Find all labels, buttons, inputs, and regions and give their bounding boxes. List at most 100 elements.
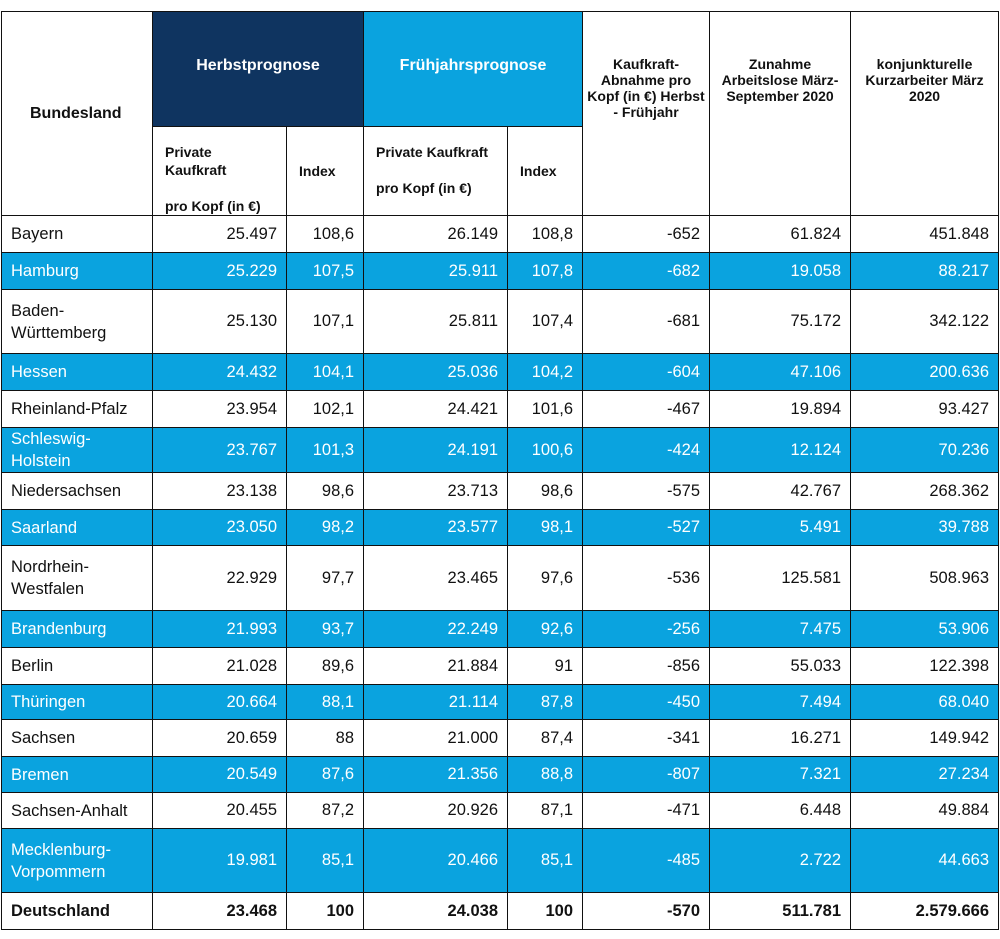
cell-bundesland: Mecklenburg-Vorpommern xyxy=(1,828,153,893)
cell-bundesland: Baden-Württemberg xyxy=(1,289,153,354)
cell-kurzarbeiter: 53.906 xyxy=(850,610,1000,648)
subheader-index-fruehjahr: Index xyxy=(507,126,584,216)
cell-kurzarbeiter: 508.963 xyxy=(850,545,1000,611)
cell-kaufkraft-abnahme: -256 xyxy=(582,610,711,648)
cell-bundesland: Schleswig-Holstein xyxy=(1,427,153,473)
cell-kaufkraft-abnahme: -536 xyxy=(582,545,711,611)
table-row: Hessen 24.432 104,1 25.036 104,2 -604 47… xyxy=(1,353,1000,391)
cell-kaufkraft-fruehjahr: 23.713 xyxy=(363,472,509,510)
header-bundesland: Bundesland xyxy=(1,11,153,216)
cell-bundesland: Niedersachsen xyxy=(1,472,153,510)
cell-bundesland: Deutschland xyxy=(1,892,153,930)
cell-index-fruehjahr: 97,6 xyxy=(507,545,584,611)
cell-arbeitslose: 7.475 xyxy=(709,610,852,648)
cell-arbeitslose: 7.494 xyxy=(709,684,852,720)
cell-bundesland: Sachsen xyxy=(1,719,153,757)
cell-kurzarbeiter: 70.236 xyxy=(850,427,1000,473)
cell-index-fruehjahr: 107,4 xyxy=(507,289,584,354)
cell-kaufkraft-herbst: 20.664 xyxy=(152,684,287,720)
table-row: Rheinland-Pfalz 23.954 102,1 24.421 101,… xyxy=(1,390,1000,428)
cell-arbeitslose: 7.321 xyxy=(709,756,852,793)
cell-index-fruehjahr: 85,1 xyxy=(507,828,584,893)
cell-arbeitslose: 19.058 xyxy=(709,252,852,290)
cell-index-herbst: 88 xyxy=(285,719,365,757)
cell-kaufkraft-abnahme: -856 xyxy=(582,647,711,685)
header-herbstprognose: Herbstprognose xyxy=(151,11,365,127)
cell-index-herbst: 85,1 xyxy=(285,828,365,893)
cell-index-herbst: 97,7 xyxy=(285,545,365,611)
cell-kaufkraft-herbst: 19.981 xyxy=(152,828,287,893)
cell-index-herbst: 100 xyxy=(285,892,365,930)
table-row: Baden-Württemberg 25.130 107,1 25.811 10… xyxy=(1,289,1000,354)
cell-kurzarbeiter: 149.942 xyxy=(850,719,1000,757)
cell-kurzarbeiter: 268.362 xyxy=(850,472,1000,510)
header-kurzarbeiter: konjunkturelle Kurzarbeiter März 2020 xyxy=(850,11,1000,216)
cell-index-herbst: 88,1 xyxy=(285,684,365,720)
cell-kaufkraft-fruehjahr: 23.577 xyxy=(363,509,509,546)
header-kaufkraft-abnahme: Kaufkraft-Abnahme pro Kopf (in €) Herbst… xyxy=(582,11,711,216)
cell-index-herbst: 107,5 xyxy=(285,252,365,290)
cell-kaufkraft-herbst: 22.929 xyxy=(152,545,287,611)
cell-index-herbst: 98,2 xyxy=(285,509,365,546)
cell-kaufkraft-fruehjahr: 24.038 xyxy=(363,892,509,930)
cell-index-herbst: 101,3 xyxy=(285,427,365,473)
cell-kurzarbeiter: 49.884 xyxy=(850,792,1000,829)
cell-bundesland: Hamburg xyxy=(1,252,153,290)
cell-index-herbst: 89,6 xyxy=(285,647,365,685)
cell-index-fruehjahr: 100 xyxy=(507,892,584,930)
cell-bundesland: Hessen xyxy=(1,353,153,391)
cell-kaufkraft-herbst: 20.659 xyxy=(152,719,287,757)
cell-arbeitslose: 61.824 xyxy=(709,215,852,253)
header-zunahme-arbeitslose: Zunahme Arbeitslose März-September 2020 xyxy=(709,11,852,216)
cell-kaufkraft-fruehjahr: 24.191 xyxy=(363,427,509,473)
cell-arbeitslose: 75.172 xyxy=(709,289,852,354)
cell-kurzarbeiter: 88.217 xyxy=(850,252,1000,290)
subheader-kaufkraft-herbst: Private Kaufkraft pro Kopf (in €) xyxy=(152,126,287,216)
cell-kaufkraft-abnahme: -471 xyxy=(582,792,711,829)
cell-kaufkraft-fruehjahr: 25.036 xyxy=(363,353,509,391)
table-row: Berlin 21.028 89,6 21.884 91 -856 55.033… xyxy=(1,647,1000,685)
cell-kurzarbeiter: 44.663 xyxy=(850,828,1000,893)
cell-index-herbst: 87,2 xyxy=(285,792,365,829)
cell-index-herbst: 104,1 xyxy=(285,353,365,391)
cell-kaufkraft-herbst: 25.229 xyxy=(152,252,287,290)
cell-index-fruehjahr: 92,6 xyxy=(507,610,584,648)
table-row: Bayern 25.497 108,6 26.149 108,8 -652 61… xyxy=(1,215,1000,253)
cell-kaufkraft-fruehjahr: 20.926 xyxy=(363,792,509,829)
cell-kaufkraft-abnahme: -341 xyxy=(582,719,711,757)
cell-kaufkraft-fruehjahr: 26.149 xyxy=(363,215,509,253)
total-row: Deutschland 23.468 100 24.038 100 -570 5… xyxy=(1,892,1000,930)
table-row: Sachsen 20.659 88 21.000 87,4 -341 16.27… xyxy=(1,719,1000,757)
cell-kaufkraft-herbst: 23.767 xyxy=(152,427,287,473)
cell-arbeitslose: 16.271 xyxy=(709,719,852,757)
cell-kaufkraft-herbst: 20.455 xyxy=(152,792,287,829)
subheader-kaufkraft-fruehjahr: Private Kaufkraft pro Kopf (in €) xyxy=(363,126,509,216)
cell-kaufkraft-fruehjahr: 25.811 xyxy=(363,289,509,354)
cell-kaufkraft-herbst: 21.993 xyxy=(152,610,287,648)
cell-kaufkraft-fruehjahr: 20.466 xyxy=(363,828,509,893)
cell-kaufkraft-abnahme: -682 xyxy=(582,252,711,290)
table-row: Bremen 20.549 87,6 21.356 88,8 -807 7.32… xyxy=(1,756,1000,793)
cell-arbeitslose: 12.124 xyxy=(709,427,852,473)
cell-index-fruehjahr: 108,8 xyxy=(507,215,584,253)
cell-index-fruehjahr: 91 xyxy=(507,647,584,685)
table-row: Nordrhein-Westfalen 22.929 97,7 23.465 9… xyxy=(1,545,1000,611)
table-row: Mecklenburg-Vorpommern 19.981 85,1 20.46… xyxy=(1,828,1000,893)
cell-bundesland: Nordrhein-Westfalen xyxy=(1,545,153,611)
cell-kurzarbeiter: 68.040 xyxy=(850,684,1000,720)
cell-kaufkraft-abnahme: -467 xyxy=(582,390,711,428)
cell-index-fruehjahr: 104,2 xyxy=(507,353,584,391)
cell-index-fruehjahr: 98,6 xyxy=(507,472,584,510)
cell-kaufkraft-herbst: 21.028 xyxy=(152,647,287,685)
cell-kaufkraft-abnahme: -485 xyxy=(582,828,711,893)
cell-arbeitslose: 2.722 xyxy=(709,828,852,893)
cell-kaufkraft-fruehjahr: 21.114 xyxy=(363,684,509,720)
table-row: Niedersachsen 23.138 98,6 23.713 98,6 -5… xyxy=(1,472,1000,510)
cell-index-herbst: 98,6 xyxy=(285,472,365,510)
cell-arbeitslose: 42.767 xyxy=(709,472,852,510)
header-row-sub: Private Kaufkraft pro Kopf (in €) Index … xyxy=(2,126,999,216)
cell-arbeitslose: 47.106 xyxy=(709,353,852,391)
cell-kaufkraft-abnahme: -570 xyxy=(582,892,711,930)
cell-kurzarbeiter: 122.398 xyxy=(850,647,1000,685)
kaufkraft-table: Bundesland Herbstprognose Frühjahrsprogn… xyxy=(1,11,1000,930)
